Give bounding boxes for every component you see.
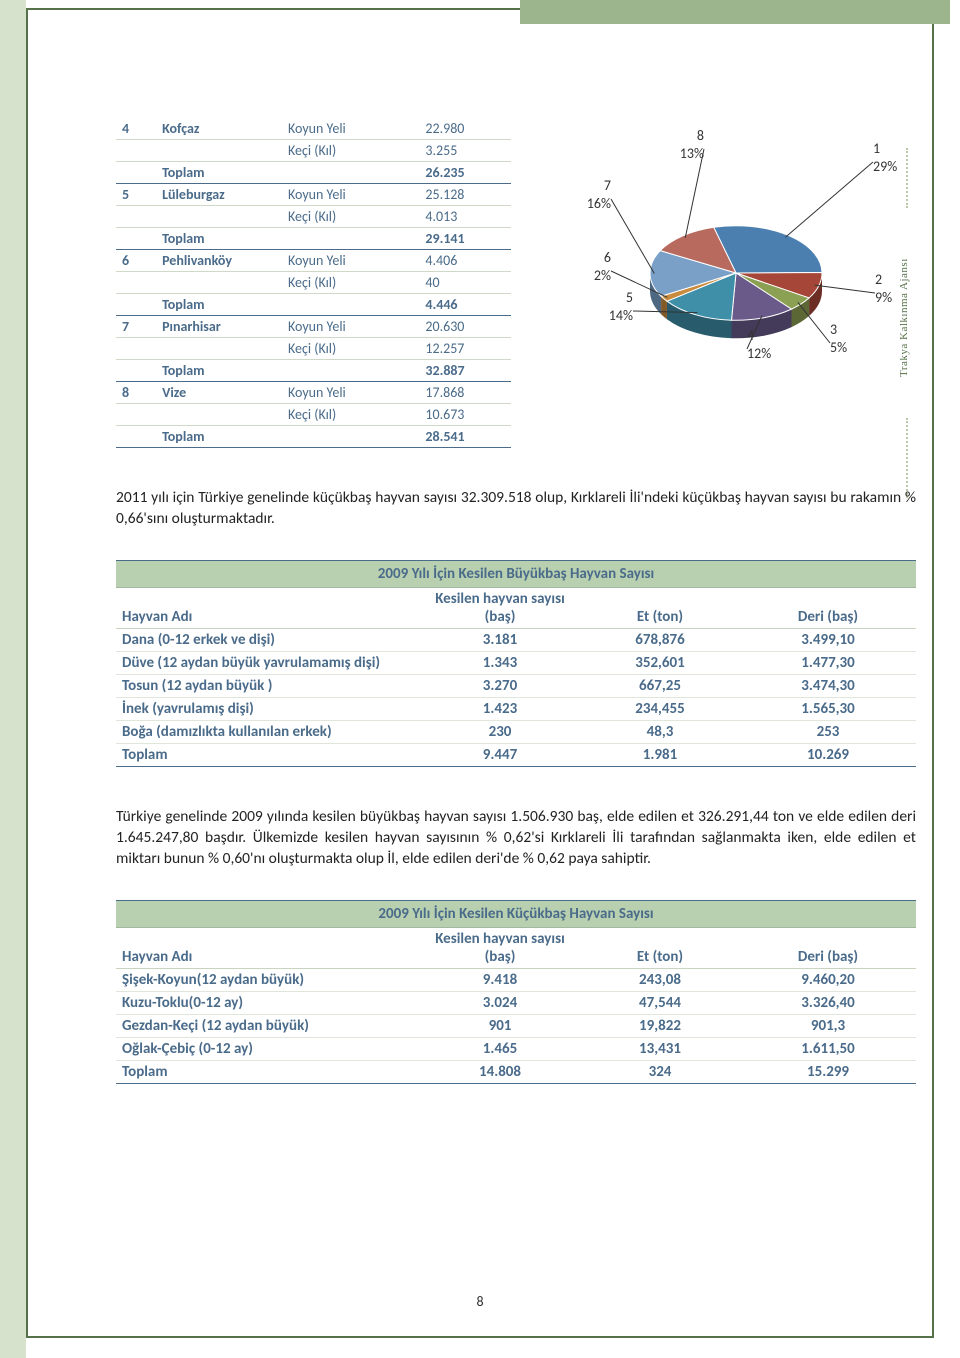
pie-label-2: 2 — [875, 271, 882, 288]
paragraph-2: Türkiye genelinde 2009 yılında kesilen b… — [116, 807, 916, 870]
left-accent-bar — [0, 0, 26, 1358]
table-total: Toplam14.80832415.299 — [116, 1060, 916, 1083]
pie-pct-7: 16% — [587, 195, 611, 212]
pie-pct-6: 2% — [594, 267, 611, 284]
table-row: İnek (yavrulamış dişi)1.423234,4551.565,… — [116, 697, 916, 720]
pie-label-5: 5 — [626, 289, 633, 306]
pie-pct-5: 14% — [609, 307, 633, 324]
page-border: Trakya Kalkınma Ajansı 4KofçazKoyun Yeli… — [26, 8, 934, 1338]
page-number: 8 — [36, 1293, 924, 1310]
pie-pct-8: 13% — [680, 145, 704, 162]
table-title: 2009 Yılı İçin Kesilen Küçükbaş Hayvan S… — [116, 900, 916, 927]
table-row: Boğa (damızlıkta kullanılan erkek)23048,… — [116, 720, 916, 743]
pie-chart-wrap: 129%29%35%412%514%62%716%813% — [541, 118, 901, 448]
table-row: Gezdan-Keçi (12 aydan büyük)90119,822901… — [116, 1014, 916, 1037]
table-row: Toplam32.887 — [116, 360, 511, 382]
table-row: Toplam28.541 — [116, 426, 511, 448]
table-total: Toplam9.4471.98110.269 — [116, 743, 916, 766]
pie-pct-4: 12% — [747, 345, 771, 362]
header-accent-bar — [520, 0, 950, 24]
table-row: Kuzu-Toklu(0-12 ay)3.02447,5443.326,40 — [116, 991, 916, 1014]
pie-label-3: 3 — [830, 321, 837, 338]
table-row: Toplam4.446 — [116, 294, 511, 316]
table-title: 2009 Yılı İçin Kesilen Büyükbaş Hayvan S… — [116, 560, 916, 587]
slaughter-small-table: 2009 Yılı İçin Kesilen Küçükbaş Hayvan S… — [116, 900, 916, 1084]
table-row: 5LüleburgazKoyun Yeli25.128 — [116, 184, 511, 206]
table-row: 7PınarhisarKoyun Yeli20.630 — [116, 316, 511, 338]
table-row: Tosun (12 aydan büyük )3.270667,253.474,… — [116, 674, 916, 697]
table-row: 4KofçazKoyun Yeli22.980 — [116, 118, 511, 140]
table-row: Keçi (Kıl)4.013 — [116, 206, 511, 228]
table-row: Keçi (Kıl)3.255 — [116, 140, 511, 162]
slaughter-large-table: 2009 Yılı İçin Kesilen Büyükbaş Hayvan S… — [116, 560, 916, 767]
table-row: 6PehlivanköyKoyun Yeli4.406 — [116, 250, 511, 272]
table-row: Dana (0-12 erkek ve dişi)3.181678,8763.4… — [116, 628, 916, 651]
table-row: Keçi (Kıl)10.673 — [116, 404, 511, 426]
pie-label-7: 7 — [604, 177, 611, 194]
pie-chart: 129%29%35%412%514%62%716%813% — [541, 118, 901, 418]
table-row: Keçi (Kıl)12.257 — [116, 338, 511, 360]
paragraph-1: 2011 yılı için Türkiye genelinde küçükba… — [116, 488, 916, 530]
pie-pct-1: 29% — [873, 158, 897, 175]
pie-pct-2: 9% — [875, 289, 892, 306]
table-row: 8VizeKoyun Yeli17.868 — [116, 382, 511, 404]
table-row: Oğlak-Çebiç (0-12 ay)1.46513,4311.611,50 — [116, 1037, 916, 1060]
table-header: Hayvan AdıKesilen hayvan sayısı (baş)Et … — [116, 927, 916, 968]
table-row: Toplam26.235 — [116, 162, 511, 184]
table-row: Toplam29.141 — [116, 228, 511, 250]
pie-label-6: 6 — [604, 249, 611, 266]
table-row: Şişek-Koyun(12 aydan büyük)9.418243,089.… — [116, 968, 916, 991]
page-content: 4KofçazKoyun Yeli22.980Keçi (Kıl)3.255To… — [116, 118, 916, 1096]
table-row: Keçi (Kıl)40 — [116, 272, 511, 294]
table-row: Düve (12 aydan büyük yavrulamamış dişi)1… — [116, 651, 916, 674]
table-header: Hayvan AdıKesilen hayvan sayısı (baş)Et … — [116, 587, 916, 628]
pie-label-8: 8 — [697, 127, 704, 144]
livestock-table: 4KofçazKoyun Yeli22.980Keçi (Kıl)3.255To… — [116, 118, 511, 448]
pie-pct-3: 5% — [830, 339, 847, 356]
pie-label-4: 4 — [747, 327, 754, 344]
pie-label-1: 1 — [873, 140, 880, 157]
